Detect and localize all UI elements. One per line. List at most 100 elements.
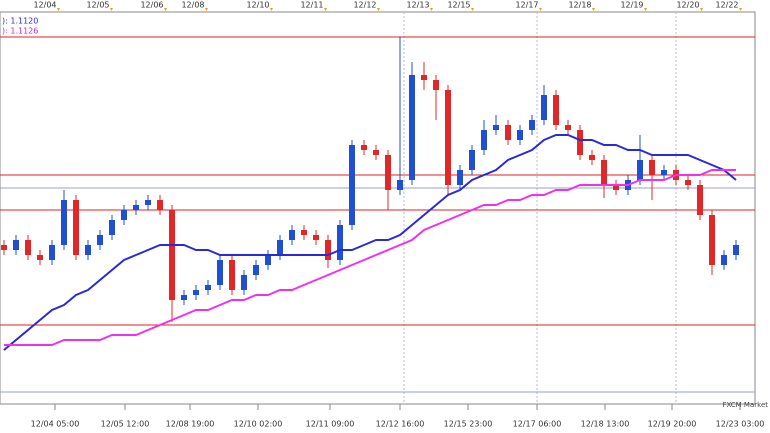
candle-body xyxy=(445,90,451,185)
candle-body xyxy=(277,240,283,255)
candle-body xyxy=(697,185,703,215)
candle-body xyxy=(325,240,331,260)
candle-body xyxy=(541,95,547,120)
candle-body xyxy=(721,255,727,265)
x-tick-label: 12/11 09:00 xyxy=(306,420,355,429)
candle-body xyxy=(421,75,427,80)
x-tick-label: 12/05 xyxy=(86,1,109,10)
marker xyxy=(700,8,703,11)
marker xyxy=(471,8,474,11)
candle-body xyxy=(457,170,463,185)
candle-body xyxy=(493,125,499,130)
candle-body xyxy=(85,245,91,255)
candle-body xyxy=(649,160,655,175)
x-tick-label: 12/13 xyxy=(406,1,429,10)
marker xyxy=(164,8,167,11)
candle-body xyxy=(517,130,523,140)
candle-body xyxy=(289,230,295,240)
candle-body xyxy=(25,240,31,255)
x-tick-label: 12/04 05:00 xyxy=(31,420,80,429)
marker xyxy=(644,8,647,11)
x-tick-label: 12/08 xyxy=(181,1,204,10)
marker xyxy=(270,8,273,11)
x-tick-label: 12/05 12:00 xyxy=(101,420,150,429)
legend-entry: ): 1.1120 xyxy=(2,17,38,26)
x-tick-label: 12/17 06:00 xyxy=(513,420,562,429)
candle-body xyxy=(169,210,175,300)
candle-body xyxy=(181,295,187,300)
marker xyxy=(739,8,742,11)
marker xyxy=(539,8,542,11)
marker xyxy=(377,8,380,11)
candle-body xyxy=(109,220,115,235)
x-tick-label: 12/19 20:00 xyxy=(648,420,697,429)
candle-body xyxy=(601,160,607,185)
candle-body xyxy=(301,230,307,235)
x-tick-label: 12/20 xyxy=(676,1,699,10)
x-tick-label: 12/15 xyxy=(447,1,470,10)
candle-body xyxy=(241,275,247,290)
candle-body xyxy=(361,145,367,150)
candle-body xyxy=(709,215,715,265)
candle-body xyxy=(589,155,595,160)
marker xyxy=(110,8,113,11)
candle-body xyxy=(13,240,19,250)
candle-body xyxy=(253,265,259,275)
x-tick-label: 12/18 xyxy=(568,1,591,10)
candle-body xyxy=(73,200,79,255)
marker xyxy=(430,8,433,11)
candle-body xyxy=(157,200,163,210)
x-tick-label: 12/04 xyxy=(33,1,56,10)
candle-body xyxy=(613,185,619,190)
candle-body xyxy=(121,210,127,220)
x-tick-label: 12/12 xyxy=(353,1,376,10)
candle-body xyxy=(553,95,559,125)
candle-body xyxy=(193,290,199,295)
candle-body xyxy=(685,180,691,185)
candle-body xyxy=(313,235,319,240)
x-tick-label: 12/06 xyxy=(140,1,163,10)
x-tick-label: 12/18 13:00 xyxy=(581,420,630,429)
candle-body xyxy=(145,200,151,205)
x-tick-label: 12/22 xyxy=(715,1,738,10)
x-tick-label: 12/23 03:00 xyxy=(716,420,765,429)
x-tick-label: 12/11 xyxy=(300,1,323,10)
candle-body xyxy=(397,180,403,190)
candle-body xyxy=(529,120,535,130)
candle-body xyxy=(37,255,43,260)
candle-body xyxy=(409,75,415,180)
marker xyxy=(592,8,595,11)
candle-body xyxy=(733,245,739,255)
plot-frame xyxy=(0,11,756,405)
candle-body xyxy=(433,80,439,90)
candle-body xyxy=(385,155,391,190)
candle-body xyxy=(505,125,511,140)
x-tick-label: 12/08 19:00 xyxy=(166,420,215,429)
candle-body xyxy=(481,130,487,150)
source-label: FXCM Market xyxy=(722,401,768,409)
candle-body xyxy=(349,145,355,225)
x-tick-label: 12/12 16:00 xyxy=(376,420,425,429)
candle-body xyxy=(49,245,55,260)
x-tick-label: 12/17 xyxy=(515,1,538,10)
candle-body xyxy=(217,260,223,285)
marker xyxy=(205,8,208,11)
x-tick-label: 12/19 xyxy=(620,1,643,10)
candle-body xyxy=(133,205,139,210)
candle-body xyxy=(661,170,667,175)
x-tick-label: 12/10 xyxy=(246,1,269,10)
moving-average-line xyxy=(4,169,736,346)
moving-average-line xyxy=(3,134,737,351)
candle-body xyxy=(205,285,211,290)
marker xyxy=(324,8,327,11)
candle-body xyxy=(469,150,475,170)
candle-body xyxy=(265,255,271,265)
candle-body xyxy=(1,245,7,250)
candle-body xyxy=(61,200,67,245)
candle-body xyxy=(229,260,235,290)
candle-body xyxy=(565,125,571,130)
x-tick-label: 12/15 23:00 xyxy=(444,420,493,429)
candle-body xyxy=(373,150,379,155)
